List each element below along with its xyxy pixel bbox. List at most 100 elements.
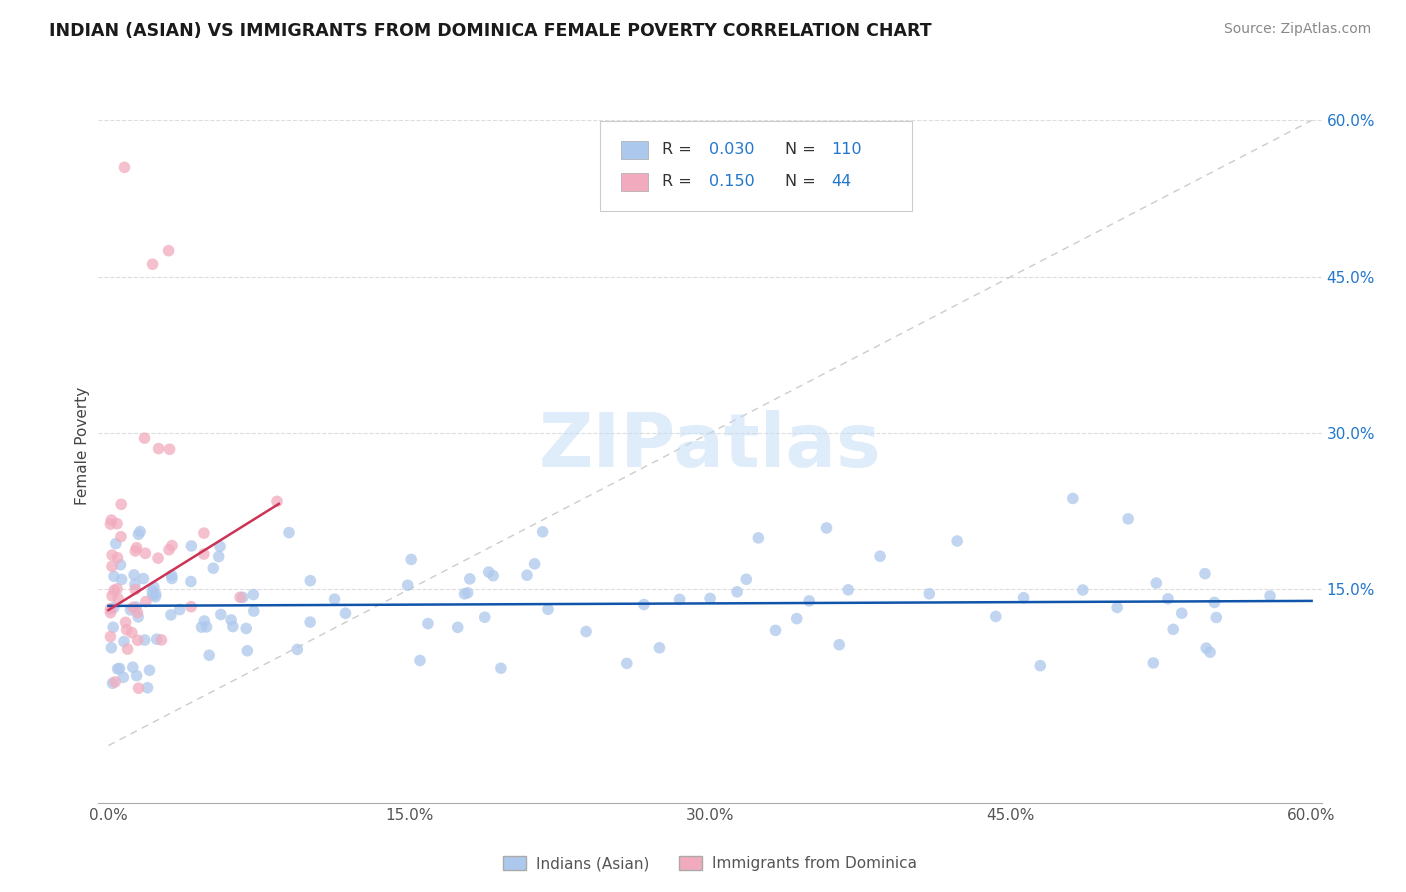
Point <box>127 606 149 620</box>
Point <box>1258 589 1281 603</box>
Y-axis label: Female Poverty: Female Poverty <box>75 387 90 505</box>
Point <box>648 640 671 655</box>
Point <box>146 551 169 566</box>
Point <box>100 630 122 644</box>
Point <box>105 582 128 596</box>
Point <box>735 572 758 586</box>
Point <box>725 585 748 599</box>
Point <box>229 591 252 605</box>
Point <box>1116 512 1139 526</box>
Point <box>104 674 127 689</box>
Point <box>138 663 160 677</box>
Point <box>125 668 148 682</box>
Point <box>145 587 167 601</box>
Point <box>136 681 159 695</box>
Point <box>474 610 496 624</box>
Text: R =: R = <box>662 143 692 157</box>
Point <box>323 592 346 607</box>
Point <box>278 525 301 540</box>
Point <box>124 544 146 558</box>
Point <box>946 534 969 549</box>
Point <box>141 588 163 602</box>
Point <box>129 524 152 539</box>
Point <box>125 541 148 555</box>
Point <box>299 615 322 629</box>
Point <box>1205 610 1227 624</box>
Point <box>110 530 132 544</box>
Point <box>285 642 308 657</box>
Point <box>869 549 891 564</box>
Point <box>134 431 156 445</box>
Point <box>107 662 129 676</box>
Point <box>101 676 124 690</box>
Text: N =: N = <box>785 143 815 157</box>
Point <box>1071 582 1094 597</box>
Point <box>160 572 183 586</box>
Point <box>112 634 135 648</box>
Point <box>100 640 122 655</box>
Point <box>299 574 322 588</box>
Text: 110: 110 <box>831 143 862 157</box>
Point <box>482 568 505 582</box>
Point <box>141 584 163 599</box>
Point <box>409 653 432 667</box>
FancyBboxPatch shape <box>620 141 648 159</box>
Point <box>120 603 142 617</box>
Point <box>127 610 149 624</box>
Point <box>101 548 124 562</box>
Point <box>202 561 225 575</box>
Point <box>243 604 266 618</box>
Point <box>232 591 254 605</box>
Point <box>799 594 821 608</box>
Point <box>575 624 598 639</box>
Point <box>107 591 129 606</box>
Text: INDIAN (ASIAN) VS IMMIGRANTS FROM DOMINICA FEMALE POVERTY CORRELATION CHART: INDIAN (ASIAN) VS IMMIGRANTS FROM DOMINI… <box>49 22 932 40</box>
Point <box>160 539 183 553</box>
Point <box>122 568 145 582</box>
Text: ZIPatlas: ZIPatlas <box>538 409 882 483</box>
Point <box>208 549 231 564</box>
Point <box>114 615 136 630</box>
FancyBboxPatch shape <box>620 173 648 191</box>
Point <box>105 516 128 531</box>
Point <box>193 614 215 628</box>
Point <box>198 648 221 663</box>
Point <box>110 497 132 511</box>
Point <box>1199 645 1222 659</box>
Point <box>1142 656 1164 670</box>
Point <box>668 592 690 607</box>
Point <box>236 644 259 658</box>
Point <box>837 582 859 597</box>
Point <box>1204 595 1226 609</box>
Point <box>1157 591 1180 606</box>
Point <box>132 572 155 586</box>
Point <box>399 552 422 566</box>
Point <box>537 602 560 616</box>
Point <box>1062 491 1084 506</box>
Text: N =: N = <box>785 175 815 189</box>
Point <box>1107 600 1129 615</box>
Point <box>416 616 439 631</box>
Point <box>148 442 170 456</box>
Point <box>157 244 180 258</box>
Point <box>266 494 288 508</box>
Point <box>489 661 512 675</box>
Point <box>209 607 232 622</box>
Point <box>134 633 156 648</box>
Point <box>160 568 183 582</box>
Point <box>457 586 479 600</box>
Point <box>531 524 554 539</box>
Point <box>235 622 257 636</box>
Point <box>169 602 191 616</box>
Point <box>127 527 149 541</box>
Point <box>190 620 212 634</box>
Point <box>135 594 157 608</box>
Point <box>786 612 808 626</box>
Point <box>1170 606 1192 620</box>
Point <box>100 513 122 527</box>
Text: 0.150: 0.150 <box>709 175 755 189</box>
Point <box>180 574 202 589</box>
Point <box>157 542 180 557</box>
Point <box>335 607 357 621</box>
Point <box>145 590 167 604</box>
